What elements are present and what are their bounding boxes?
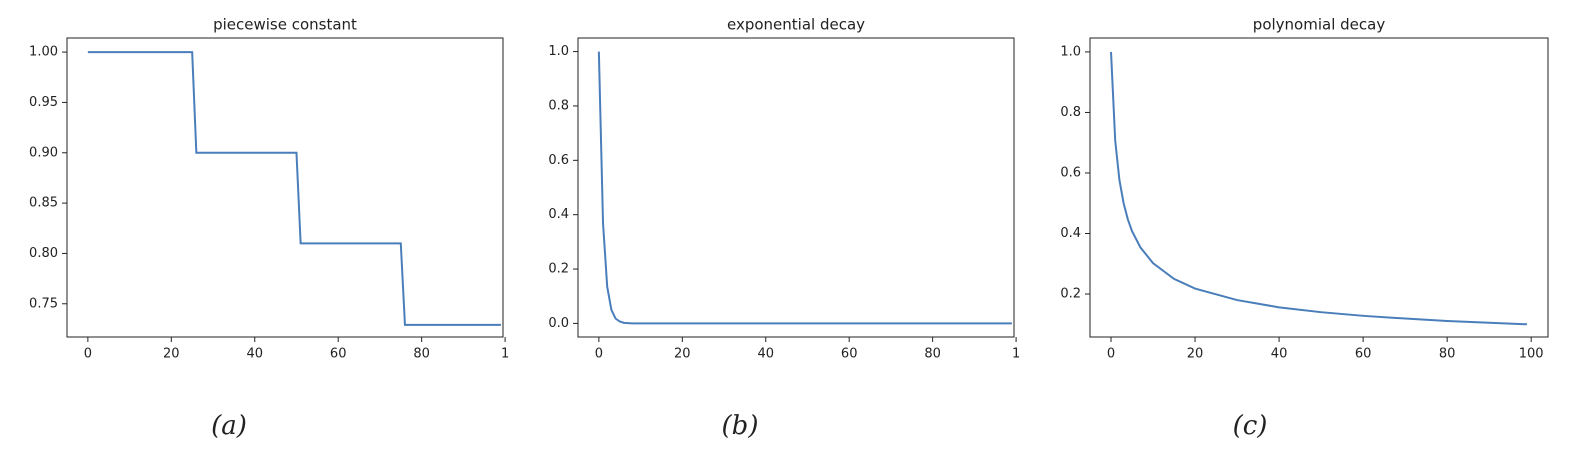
y-tick-label: 0.8 [1060, 105, 1081, 120]
y-tick-label: 0.90 [29, 145, 58, 160]
x-tick-label: 80 [413, 347, 430, 362]
y-tick-label: 1.00 [29, 45, 58, 60]
x-tick-label: 20 [163, 347, 180, 362]
x-tick-label: 0 [595, 347, 603, 362]
plot-frame [577, 37, 1015, 338]
x-tick-label: 40 [1271, 347, 1288, 362]
x-tick-label: 60 [330, 347, 347, 362]
chart-title: exponential decay [727, 16, 865, 34]
x-tick-label: 0 [1107, 347, 1115, 362]
caption: (c) [1233, 411, 1268, 441]
y-tick-label: 0.2 [548, 262, 569, 277]
x-tick-label: 60 [1355, 347, 1372, 362]
x-tick-label: 40 [246, 347, 263, 362]
y-tick-label: 1.0 [548, 44, 569, 59]
x-tick-label: 80 [924, 347, 941, 362]
plot-frame [1089, 37, 1549, 338]
x-tick-label: 60 [841, 347, 858, 362]
y-tick-label: 0.95 [29, 95, 58, 110]
x-tick-label: 20 [1187, 347, 1204, 362]
y-tick-label: 0.2 [1060, 287, 1081, 302]
chart-title: polynomial decay [1253, 16, 1386, 34]
caption: (a) [211, 411, 247, 441]
x-tick-label: 1 [501, 347, 509, 362]
y-tick-label: 0.0 [548, 316, 569, 331]
x-tick-label: 80 [1439, 347, 1456, 362]
y-tick-label: 0.6 [548, 153, 569, 168]
caption: (b) [722, 411, 759, 441]
x-tick-label: 40 [757, 347, 774, 362]
x-tick-label: 0 [84, 347, 92, 362]
y-tick-label: 0.80 [29, 246, 58, 261]
line-series [1110, 51, 1528, 326]
y-tick-label: 0.6 [1060, 165, 1081, 180]
y-tick-label: 0.4 [548, 207, 569, 222]
x-tick-label: 20 [674, 347, 691, 362]
y-tick-label: 0.75 [29, 296, 58, 311]
line-series [597, 51, 1012, 325]
y-tick-label: 0.85 [29, 196, 58, 211]
line-series [87, 51, 501, 326]
y-tick-label: 0.4 [1060, 226, 1081, 241]
y-tick-label: 1.0 [1060, 44, 1081, 59]
x-tick-label: 100 [1519, 347, 1544, 362]
chart-title: piecewise constant [213, 16, 357, 34]
x-tick-label: 1 [1012, 347, 1020, 362]
plot-frame [66, 37, 504, 338]
y-tick-label: 0.8 [548, 98, 569, 113]
